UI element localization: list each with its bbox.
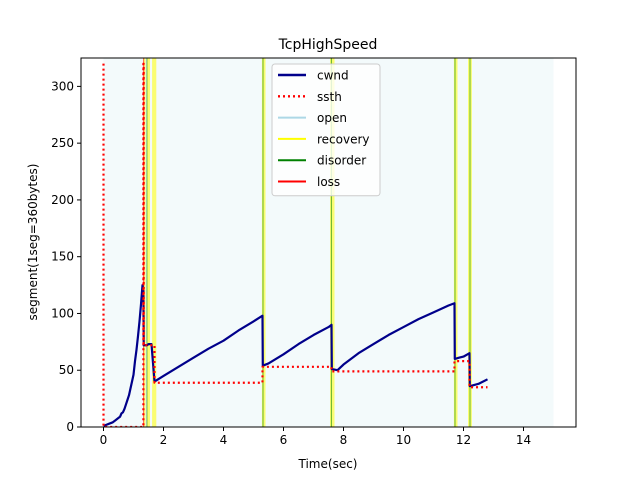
x-tick-label: 6 [280, 433, 288, 447]
state-band-recovery [453, 58, 458, 427]
x-tick-label: 8 [340, 433, 348, 447]
state-band-recovery [147, 58, 150, 427]
y-tick-label: 200 [51, 193, 74, 207]
state-band-disorder [262, 58, 264, 427]
state-band-disorder [469, 58, 471, 427]
state-band-disorder [146, 58, 148, 427]
state-band-recovery [330, 58, 335, 427]
chart-title: TcpHighSpeed [278, 37, 378, 53]
x-tick-label: 14 [516, 433, 531, 447]
y-tick-label: 150 [51, 250, 74, 264]
series-line-cwnd [103, 283, 488, 427]
x-tick-label: 2 [160, 433, 168, 447]
series-line-ssth [102, 62, 488, 427]
x-tick-label: 4 [220, 433, 228, 447]
legend-label-disorder: disorder [317, 154, 366, 168]
x-tick-label: 10 [396, 433, 411, 447]
y-tick-label: 250 [51, 136, 74, 150]
y-tick-label: 100 [51, 306, 74, 320]
legend: cwnd ssth open recovery disorder loss [271, 63, 381, 197]
y-tick-label: 0 [66, 420, 74, 434]
legend-label-ssth: ssth [317, 90, 342, 104]
legend-label-open: open [317, 111, 347, 125]
legend-label-loss: loss [317, 175, 340, 189]
legend-label-recovery: recovery [317, 132, 370, 146]
state-band-recovery [261, 58, 266, 427]
x-axis-label: Time(sec) [298, 457, 358, 471]
y-axis-label: segment(1seg=360bytes) [26, 164, 40, 321]
x-tick-label: 0 [100, 433, 108, 447]
y-tick-label: 50 [59, 363, 74, 377]
legend-label-cwnd: cwnd [317, 69, 349, 83]
axes-frame [80, 57, 577, 428]
state-band-disorder [330, 58, 332, 427]
y-tick-label: 300 [51, 79, 74, 93]
state-band-disorder [454, 58, 456, 427]
state-band-recovery [152, 58, 157, 427]
x-tick-label: 12 [456, 433, 471, 447]
